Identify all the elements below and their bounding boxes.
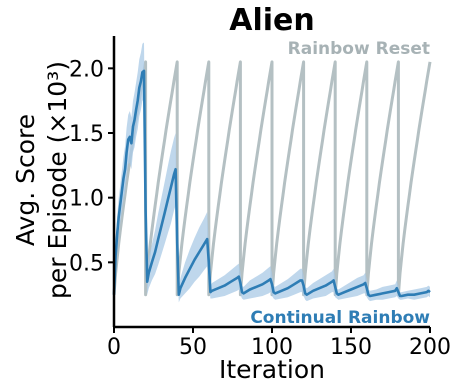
series-label-rainbow-reset: Rainbow Reset: [288, 39, 430, 59]
y-tick-label: 2.0: [69, 57, 104, 82]
y-tick-label: 0.5: [69, 251, 104, 276]
x-tick-label: 50: [179, 335, 207, 360]
x-tick-label: 200: [409, 335, 451, 360]
series-line-rainbow-reset: [112, 60, 432, 297]
x-tick-label: 0: [107, 335, 121, 360]
y-axis-label-line2: per Episode (×10³): [43, 61, 72, 299]
x-ticks: 0 50 100 150 200: [107, 327, 451, 360]
series-labels: Rainbow Reset Continual Rainbow: [250, 39, 430, 328]
x-tick-label: 150: [330, 335, 372, 360]
y-tick-label: 1.5: [69, 122, 104, 147]
series-line-continual-rainbow: [112, 69, 431, 298]
series-label-continual-rainbow: Continual Rainbow: [250, 308, 430, 328]
x-tick-label: 100: [251, 335, 293, 360]
y-ticks: 0.5 1.0 1.5 2.0: [69, 57, 114, 276]
chart-title: Alien: [229, 3, 315, 38]
y-tick-label: 1.0: [69, 187, 104, 212]
y-axis-label-line1: Avg. Score: [11, 114, 40, 246]
plot-area: [112, 42, 432, 303]
x-axis-label: Iteration: [219, 355, 325, 381]
